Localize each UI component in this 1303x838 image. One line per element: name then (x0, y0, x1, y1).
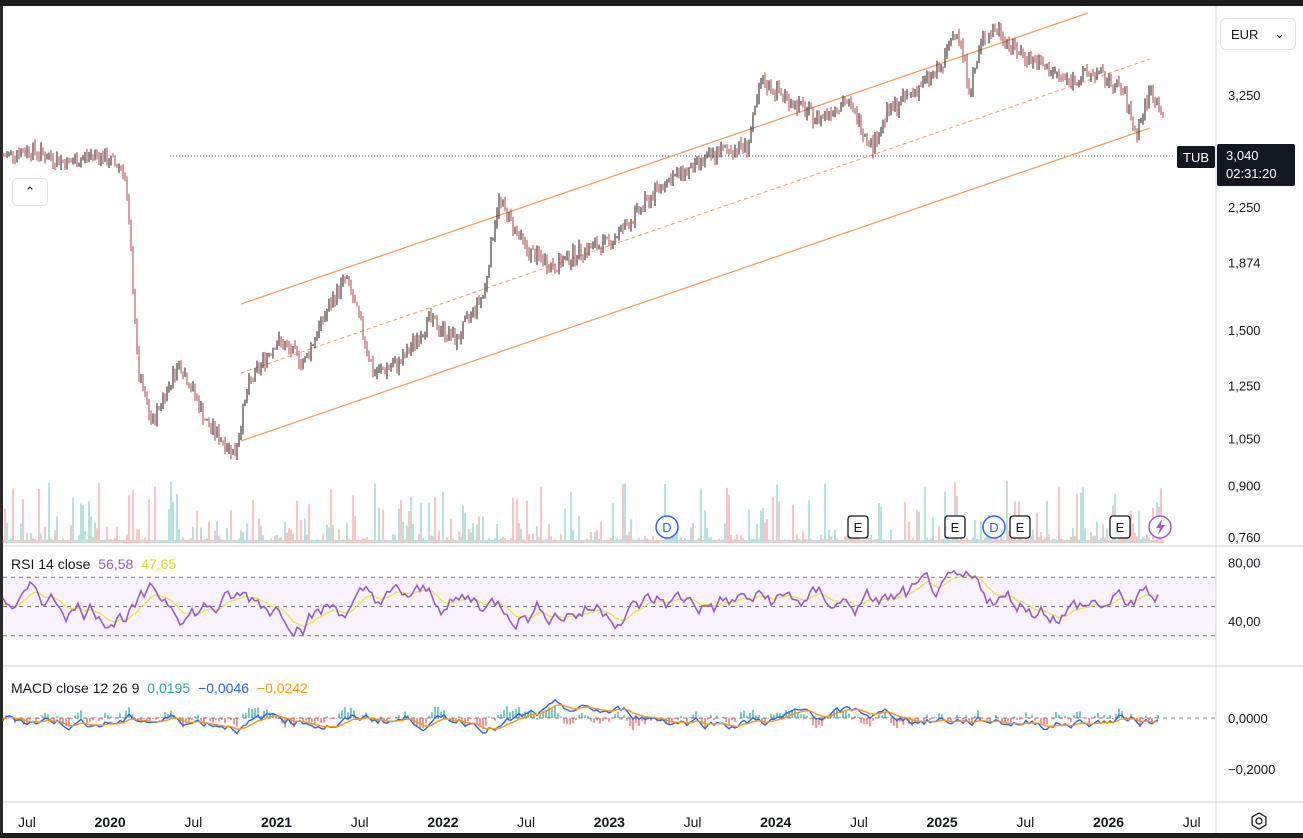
time-tick-label: Jul (517, 814, 535, 830)
earnings-marker (1109, 515, 1131, 539)
dividend-marker-label: D (662, 520, 671, 535)
channel-lower (240, 127, 1151, 442)
price-tick-label: 1,050 (1228, 432, 1261, 447)
chevron-up-icon: ⌃ (24, 184, 36, 199)
time-tick-label: Jul (684, 814, 702, 830)
rsi-title: RSI 14 close (11, 556, 91, 572)
bar-countdown: 02:31:20 (1226, 166, 1277, 181)
price-tick-label: 2,250 (1228, 200, 1261, 215)
rsi-value: 56,58 (98, 556, 134, 572)
macd-title: MACD close 12 26 9 (11, 680, 140, 696)
time-tick-label: Jul (850, 814, 868, 830)
earnings-marker-label: E (1116, 520, 1125, 535)
earnings-marker-label: E (1016, 520, 1025, 535)
top-frame (0, 0, 1303, 6)
price-tick-label: 1,500 (1228, 323, 1261, 338)
bottom-frame (0, 833, 1303, 838)
time-tick-label: 2020 (95, 814, 126, 830)
macd-hist-value: 0,0195 (147, 680, 191, 696)
time-tick-label: Jul (18, 814, 36, 830)
macd-value: −0,0046 (198, 680, 250, 696)
lightning-icon (1156, 519, 1165, 535)
time-tick-label: Jul (351, 814, 369, 830)
time-tick-label: 2022 (427, 814, 458, 830)
price-tick-label: 3,250 (1228, 88, 1261, 103)
time-tick-label: Jul (1183, 814, 1201, 830)
macd-signal-value: −0,0242 (256, 680, 308, 696)
price-tick-label: 1,250 (1228, 379, 1261, 394)
earnings-marker-label: E (951, 520, 960, 535)
currency-selector[interactable]: EUR ⌄ (1220, 18, 1296, 50)
earnings-marker-label: E (854, 520, 863, 535)
chevron-down-icon: ⌄ (1274, 26, 1285, 41)
gear-icon[interactable] (1250, 812, 1268, 830)
time-tick-label: 2021 (261, 814, 292, 830)
rsi-band (3, 577, 1216, 636)
rsi-legend[interactable]: RSI 14 close 56,58 47,65 (11, 556, 180, 572)
macd-signal-line (2, 704, 1159, 730)
rsi-line (2, 569, 1159, 638)
time-tick-label: 2023 (594, 814, 625, 830)
macd-line (2, 698, 1159, 735)
earnings-marker (847, 515, 869, 539)
time-tick-label: 2025 (927, 814, 958, 830)
last-price-tag: 3,040 02:31:20 (1217, 144, 1295, 186)
rsi-tick-label: 80,00 (1228, 556, 1261, 571)
rsi-tick-label: 40,00 (1228, 614, 1261, 629)
price-tick-label: 0,900 (1228, 478, 1261, 493)
macd-tick-label: 0,0000 (1228, 711, 1268, 726)
currency-label: EUR (1231, 26, 1259, 42)
price-tick-label: 1,874 (1228, 256, 1261, 271)
ticker-label: TUB (1177, 146, 1215, 168)
time-tick-label: Jul (184, 814, 202, 830)
earnings-marker (944, 515, 966, 539)
time-tick-label: 2024 (760, 814, 791, 830)
dividend-marker (982, 515, 1006, 539)
dividend-marker (655, 515, 679, 539)
left-frame (0, 6, 3, 833)
collapse-button[interactable]: ⌃ (12, 178, 48, 206)
rsi-ma-value: 47,65 (141, 556, 177, 572)
channel-upper (240, 12, 1089, 305)
channel-median (240, 58, 1151, 374)
time-tick-label: 2026 (1093, 814, 1124, 830)
dividend-marker-label: D (989, 520, 998, 535)
macd-legend[interactable]: MACD close 12 26 9 0,0195 −0,0046 −0,024… (11, 680, 312, 696)
time-tick-label: Jul (1016, 814, 1034, 830)
macd-tick-label: −0,2000 (1228, 762, 1275, 777)
earnings-marker (1009, 515, 1031, 539)
price-tick-label: 0,760 (1228, 530, 1261, 545)
last-price: 3,040 (1226, 148, 1259, 163)
